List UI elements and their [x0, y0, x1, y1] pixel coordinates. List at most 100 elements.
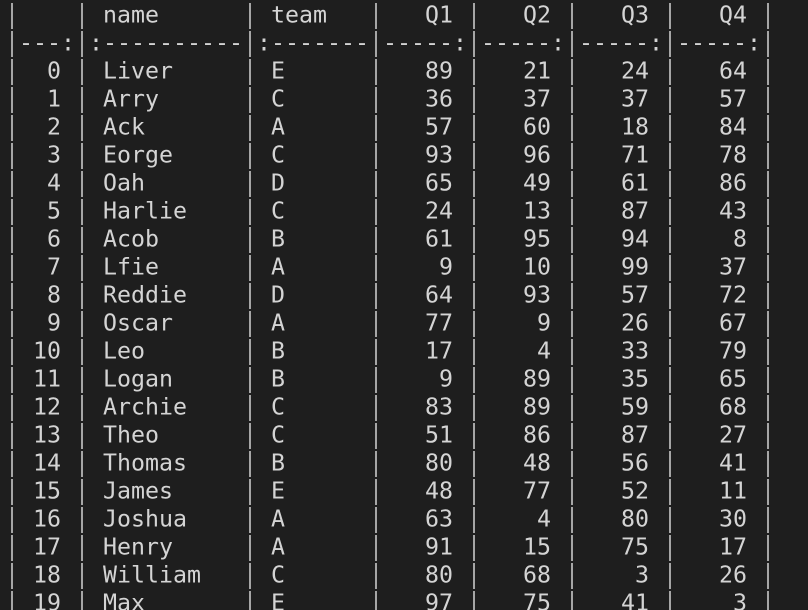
cell: 91 [425, 534, 453, 561]
row-index: 2 [47, 114, 61, 141]
row-index: 14 [33, 450, 61, 477]
row-index: 18 [33, 562, 61, 589]
cell: 11 [719, 478, 747, 505]
cell: Oah [103, 170, 145, 197]
cell: Harlie [103, 198, 187, 225]
cell: 24 [425, 198, 453, 225]
cell: 75 [621, 534, 649, 561]
cell: 9 [439, 254, 453, 281]
cell: B [271, 366, 285, 393]
cell: Acob [103, 226, 159, 253]
cell: Ack [103, 114, 145, 141]
cell: D [271, 170, 285, 197]
cell: Eorge [103, 142, 173, 169]
cell: 13 [523, 198, 551, 225]
column-header: Q1 [425, 2, 453, 29]
cell: 60 [523, 114, 551, 141]
cell: 80 [425, 450, 453, 477]
cell: 80 [425, 562, 453, 589]
cell: 56 [621, 450, 649, 477]
row-index: 8 [47, 282, 61, 309]
cell: 35 [621, 366, 649, 393]
separator: :---------- [89, 30, 243, 57]
cell: 10 [523, 254, 551, 281]
cell: 89 [523, 394, 551, 421]
cell: 36 [425, 86, 453, 113]
cell: 17 [719, 534, 747, 561]
cell: 9 [439, 366, 453, 393]
cell: 77 [523, 478, 551, 505]
cell: Oscar [103, 310, 173, 337]
cell: 30 [719, 506, 747, 533]
cell: C [271, 198, 285, 225]
cell: 87 [621, 198, 649, 225]
cell: 65 [425, 170, 453, 197]
row-index: 1 [47, 86, 61, 113]
row-index: 16 [33, 506, 61, 533]
cell: C [271, 562, 285, 589]
row-index: 19 [33, 590, 61, 610]
column-header: team [271, 2, 327, 29]
cell: B [271, 338, 285, 365]
cell: 95 [523, 226, 551, 253]
separator: ---: [19, 30, 75, 57]
cell: 77 [425, 310, 453, 337]
cell: C [271, 142, 285, 169]
cell: Theo [103, 422, 159, 449]
cell: 49 [523, 170, 551, 197]
cell: A [271, 310, 285, 337]
row-index: 5 [47, 198, 61, 225]
cell: 84 [719, 114, 747, 141]
cell: 99 [621, 254, 649, 281]
separator: :------- [257, 30, 369, 57]
cell: Max [103, 590, 145, 610]
cell: 68 [523, 562, 551, 589]
cell: 18 [621, 114, 649, 141]
cell: Archie [103, 394, 187, 421]
cell: 3 [635, 562, 649, 589]
cell: 37 [523, 86, 551, 113]
cell: 26 [621, 310, 649, 337]
cell: 61 [621, 170, 649, 197]
cell: 80 [621, 506, 649, 533]
cell: 94 [621, 226, 649, 253]
row-index: 6 [47, 226, 61, 253]
cell: 41 [719, 450, 747, 477]
cell: 67 [719, 310, 747, 337]
column-header: Q3 [621, 2, 649, 29]
cell: A [271, 534, 285, 561]
cell: Joshua [103, 506, 187, 533]
row-index: 0 [47, 58, 61, 85]
cell: 71 [621, 142, 649, 169]
cell: 65 [719, 366, 747, 393]
cell: A [271, 254, 285, 281]
cell: 3 [733, 590, 747, 610]
cell: 75 [523, 590, 551, 610]
cell: 64 [719, 58, 747, 85]
cell: 57 [621, 282, 649, 309]
separator: -----: [383, 30, 467, 57]
cell: C [271, 394, 285, 421]
row-index: 9 [47, 310, 61, 337]
column-header: Q2 [523, 2, 551, 29]
cell: B [271, 226, 285, 253]
cell: 21 [523, 58, 551, 85]
cell: 26 [719, 562, 747, 589]
cell: 72 [719, 282, 747, 309]
cell: A [271, 114, 285, 141]
cell: 87 [621, 422, 649, 449]
cell: 96 [523, 142, 551, 169]
cell: D [271, 282, 285, 309]
cell: 93 [523, 282, 551, 309]
cell: 37 [719, 254, 747, 281]
cell: E [271, 58, 285, 85]
cell: 86 [719, 170, 747, 197]
cell: 89 [523, 366, 551, 393]
cell: Liver [103, 58, 173, 85]
cell: Arry [103, 86, 159, 113]
cell: 97 [425, 590, 453, 610]
cell: B [271, 450, 285, 477]
cell: 63 [425, 506, 453, 533]
cell: 52 [621, 478, 649, 505]
